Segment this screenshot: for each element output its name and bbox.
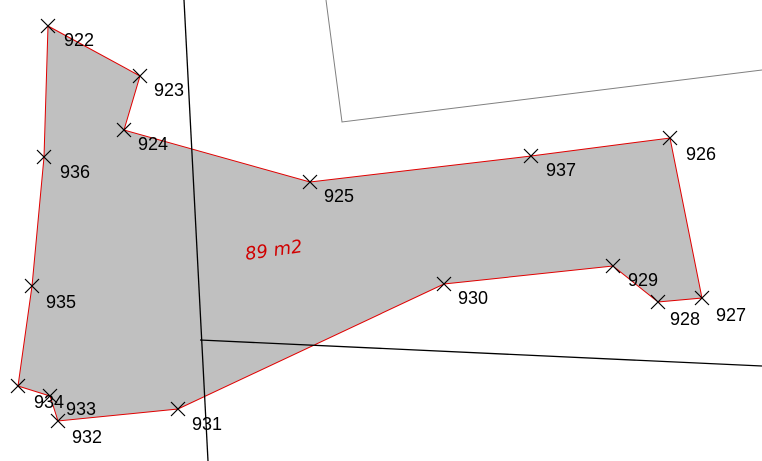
boundary-line-vertical [183,0,209,461]
survey-point-922[interactable]: 922 [40,18,94,50]
survey-point-936[interactable]: 936 [36,149,90,182]
survey-point-927[interactable]: 927 [694,290,746,325]
parcel-polygon[interactable] [17,25,703,422]
point-label: 932 [72,427,102,447]
survey-point-932[interactable]: 932 [50,413,102,447]
point-marker-icon [170,401,186,417]
point-marker-icon [523,148,539,164]
survey-point-929[interactable]: 929 [605,258,658,290]
point-label: 937 [546,160,576,180]
survey-point-933[interactable]: 933 [42,388,96,419]
survey-point-925[interactable]: 925 [302,174,354,206]
survey-point-924[interactable]: 924 [116,122,168,154]
survey-point-926[interactable]: 926 [662,130,716,164]
point-label: 936 [60,162,90,182]
point-label: 931 [192,414,222,434]
point-label: 924 [138,134,168,154]
point-label: 930 [458,288,488,308]
point-marker-icon [302,174,318,190]
point-marker-icon [132,68,148,84]
point-marker-icon [694,290,710,306]
point-marker-icon [36,149,52,165]
point-marker-icon [24,278,40,294]
point-marker-icon [40,18,56,34]
building-outline [325,0,762,123]
point-label: 925 [324,186,354,206]
survey-point-931[interactable]: 931 [170,401,222,434]
survey-point-934[interactable]: 934 [10,378,64,412]
point-label: 929 [628,270,658,290]
point-marker-icon [50,413,66,429]
survey-point-928[interactable]: 928 [650,294,700,329]
point-marker-icon [650,294,666,310]
point-marker-icon [436,276,452,292]
point-marker-icon [10,378,26,394]
boundary-line-horizontal [199,339,762,367]
point-label: 935 [46,292,76,312]
point-label: 927 [716,305,746,325]
survey-point-930[interactable]: 930 [436,276,488,308]
point-marker-icon [605,258,621,274]
survey-point-923[interactable]: 923 [132,68,184,100]
survey-point-935[interactable]: 935 [24,278,76,312]
point-marker-icon [116,122,132,138]
point-marker-icon [662,130,678,146]
point-label: 923 [154,80,184,100]
point-label: 928 [670,309,700,329]
point-label: 922 [64,30,94,50]
survey-point-937[interactable]: 937 [523,148,576,180]
point-label: 926 [686,144,716,164]
point-marker-icon [42,388,58,404]
point-label: 933 [66,399,96,419]
point-label: 934 [34,392,64,412]
